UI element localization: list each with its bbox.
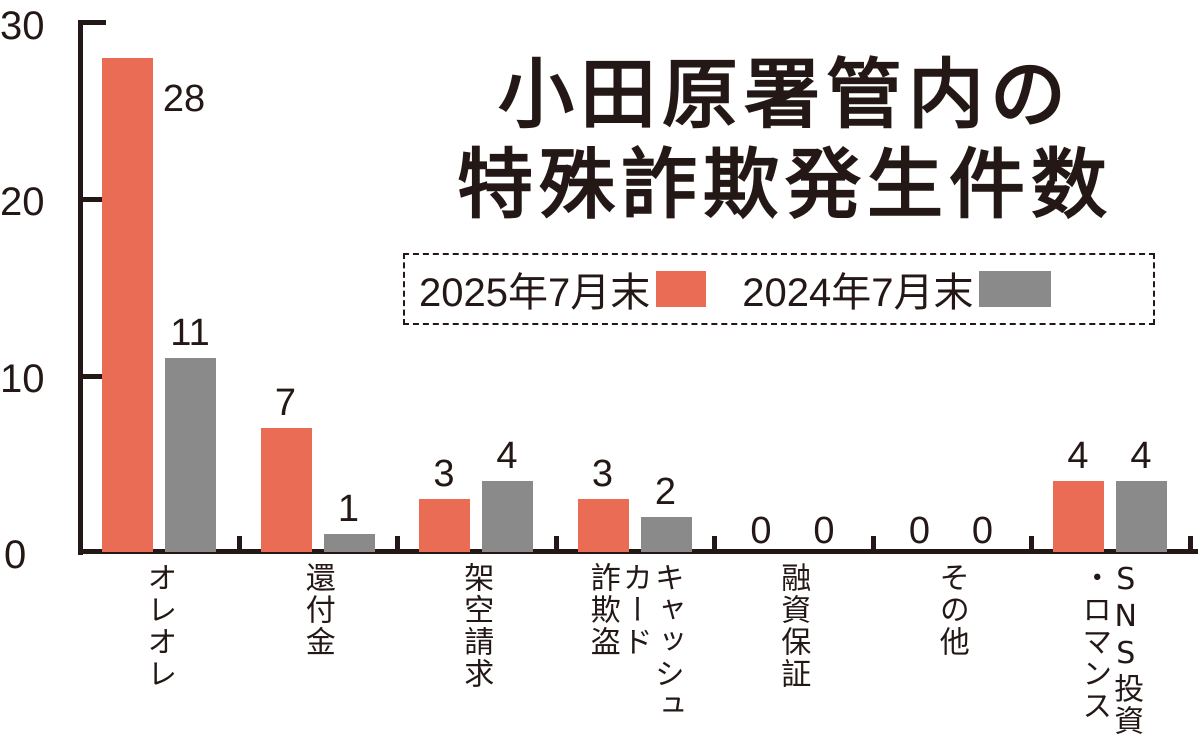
x-tick: [1029, 536, 1034, 552]
value-label: 4: [1067, 435, 1089, 478]
bar-2025-2: [419, 499, 470, 552]
category-label: 融資保証: [775, 562, 811, 690]
bar-2025-1: [260, 428, 312, 552]
legend-item-2024: 2024年7月末: [742, 260, 1052, 318]
category-label: 還付金: [299, 562, 335, 658]
x-tick: [236, 536, 242, 552]
value-label: 0: [813, 510, 835, 552]
category-label: 架空請求: [458, 562, 494, 690]
category-label: オレオレ: [141, 562, 177, 690]
value-label: 7: [274, 382, 297, 425]
chart-title-line2: 特殊詐欺発生件数: [457, 140, 1113, 229]
legend-label-2025: 2025年7月末: [419, 271, 651, 315]
x-tick: [870, 536, 876, 552]
value-label: 11: [170, 311, 210, 354]
legend-swatch-2024: [979, 271, 1052, 307]
chart-title-line1: 小田原署管内の: [498, 50, 1072, 139]
value-label: 2: [654, 470, 677, 513]
y-label-30: 30: [0, 4, 45, 48]
y-axis-line: [78, 20, 83, 555]
value-label: 3: [591, 453, 614, 496]
bar-2025-3: [577, 499, 629, 552]
y-tick-20: [78, 197, 106, 202]
category-label: ・ロマンス SNS投資: [1076, 562, 1144, 737]
value-label: 3: [433, 453, 455, 496]
bar-2024-0: [165, 357, 216, 552]
bar-2024-6: [1116, 481, 1167, 552]
bar-2024-1: [323, 534, 375, 552]
y-label-10: 10: [0, 357, 45, 401]
x-tick: [1187, 536, 1193, 552]
legend-label-2024: 2024年7月末: [742, 271, 974, 315]
value-label: 28: [162, 77, 206, 120]
bar-2024-3: [640, 516, 692, 552]
y-label-0: 0: [4, 533, 27, 577]
x-tick: [712, 536, 717, 552]
value-label: 4: [1130, 435, 1152, 478]
legend-item-2025: 2025年7月末: [419, 260, 707, 318]
legend: 2025年7月末 2024年7月末: [403, 253, 1155, 325]
legend-swatch-2025: [656, 271, 707, 307]
category-label: その他: [933, 562, 969, 658]
bar-2024-2: [482, 481, 533, 552]
bar-2025-6: [1053, 481, 1104, 552]
y-tick-30: [78, 20, 106, 25]
y-tick-10: [78, 374, 106, 379]
value-label: 0: [908, 510, 931, 552]
x-axis-line: [78, 549, 1198, 554]
bar-2025-0: [102, 57, 153, 552]
value-label: 0: [750, 510, 772, 552]
value-label: 1: [337, 488, 360, 531]
value-label: 0: [971, 510, 994, 552]
x-tick: [553, 536, 559, 552]
value-label: 4: [496, 435, 518, 478]
y-label-20: 20: [0, 180, 45, 224]
x-tick: [395, 536, 400, 552]
